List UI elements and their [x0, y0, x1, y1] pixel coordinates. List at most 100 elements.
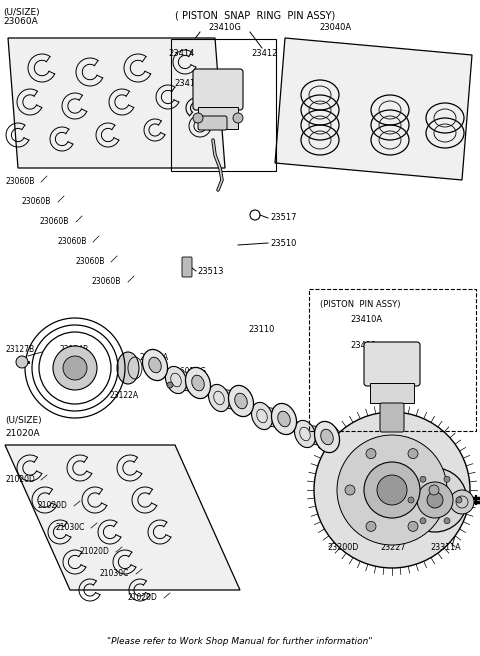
- Circle shape: [345, 485, 355, 495]
- Text: 23127B: 23127B: [5, 346, 34, 354]
- Polygon shape: [256, 406, 290, 429]
- Text: 23121A: 23121A: [140, 352, 169, 361]
- Text: 23060B: 23060B: [40, 218, 70, 226]
- Circle shape: [408, 449, 418, 459]
- Text: 21121A: 21121A: [350, 424, 382, 432]
- Polygon shape: [235, 391, 268, 426]
- Circle shape: [429, 485, 439, 495]
- Circle shape: [420, 518, 426, 523]
- FancyBboxPatch shape: [380, 403, 404, 432]
- Ellipse shape: [149, 358, 161, 373]
- Text: (U/SIZE): (U/SIZE): [3, 7, 40, 16]
- FancyBboxPatch shape: [193, 69, 243, 110]
- FancyBboxPatch shape: [364, 342, 420, 386]
- Text: 21020A: 21020A: [5, 428, 40, 438]
- Ellipse shape: [185, 367, 211, 399]
- Ellipse shape: [143, 350, 168, 380]
- Ellipse shape: [228, 386, 253, 417]
- Text: 21020D: 21020D: [5, 476, 35, 485]
- Text: 23227: 23227: [380, 544, 406, 552]
- Polygon shape: [5, 445, 240, 590]
- FancyBboxPatch shape: [370, 383, 414, 403]
- Ellipse shape: [314, 421, 339, 453]
- Text: 23517: 23517: [270, 213, 297, 222]
- Polygon shape: [278, 409, 311, 444]
- Circle shape: [408, 497, 414, 503]
- Polygon shape: [213, 388, 247, 411]
- Circle shape: [337, 435, 447, 545]
- Polygon shape: [8, 38, 225, 168]
- Circle shape: [456, 497, 462, 503]
- Text: 23060B: 23060B: [75, 258, 104, 266]
- Circle shape: [314, 412, 470, 568]
- Circle shape: [193, 113, 203, 123]
- Text: 23060A: 23060A: [3, 18, 38, 26]
- Circle shape: [16, 356, 28, 368]
- Polygon shape: [275, 38, 472, 180]
- Text: 23412: 23412: [350, 340, 376, 350]
- Circle shape: [450, 490, 474, 514]
- Text: 23414: 23414: [175, 79, 201, 87]
- Ellipse shape: [192, 375, 204, 391]
- Circle shape: [366, 522, 376, 531]
- Text: 21030C: 21030C: [100, 569, 130, 579]
- Text: 23060B: 23060B: [57, 237, 86, 247]
- Circle shape: [364, 462, 420, 518]
- Polygon shape: [299, 424, 333, 447]
- Text: 23110: 23110: [248, 325, 275, 335]
- FancyBboxPatch shape: [198, 107, 238, 129]
- Text: 23226B: 23226B: [360, 523, 391, 533]
- Circle shape: [408, 522, 418, 531]
- Text: 23410G: 23410G: [209, 22, 241, 31]
- Ellipse shape: [294, 420, 315, 447]
- Text: 23510: 23510: [270, 239, 296, 247]
- Text: 23311A: 23311A: [430, 544, 461, 552]
- Text: 23125: 23125: [175, 380, 199, 390]
- Text: "Please refer to Work Shop Manual for further information": "Please refer to Work Shop Manual for fu…: [107, 638, 373, 647]
- Text: 1601DG: 1601DG: [175, 367, 206, 377]
- Text: 23410A: 23410A: [350, 316, 382, 325]
- Text: 23414: 23414: [169, 49, 195, 58]
- Circle shape: [167, 382, 173, 388]
- Text: 23060B: 23060B: [92, 277, 121, 287]
- Text: (U/SIZE): (U/SIZE): [5, 415, 42, 424]
- Text: 23060B: 23060B: [22, 197, 51, 207]
- FancyBboxPatch shape: [198, 116, 227, 130]
- Circle shape: [444, 518, 450, 523]
- Ellipse shape: [321, 429, 333, 445]
- Ellipse shape: [252, 402, 273, 430]
- Circle shape: [403, 468, 467, 532]
- Ellipse shape: [278, 411, 290, 427]
- Circle shape: [366, 449, 376, 459]
- Text: 23124B: 23124B: [60, 346, 89, 354]
- Ellipse shape: [166, 367, 187, 394]
- Text: 23040A: 23040A: [319, 22, 351, 31]
- Polygon shape: [149, 355, 182, 390]
- Polygon shape: [192, 373, 225, 408]
- Text: 23200D: 23200D: [327, 544, 359, 552]
- Ellipse shape: [272, 403, 297, 434]
- Circle shape: [63, 356, 87, 380]
- Circle shape: [420, 476, 426, 482]
- Text: 21020D: 21020D: [80, 548, 110, 556]
- Text: 21020D: 21020D: [128, 594, 158, 602]
- Text: 23513: 23513: [197, 268, 224, 276]
- Circle shape: [444, 476, 450, 482]
- Ellipse shape: [208, 384, 229, 411]
- Text: 23060B: 23060B: [5, 178, 35, 186]
- Text: 23412: 23412: [252, 49, 278, 58]
- Text: ( PISTON  SNAP  RING  PIN ASSY): ( PISTON SNAP RING PIN ASSY): [175, 10, 335, 20]
- Polygon shape: [170, 370, 204, 393]
- Ellipse shape: [235, 393, 247, 409]
- Circle shape: [53, 346, 97, 390]
- Circle shape: [417, 482, 453, 518]
- Circle shape: [377, 475, 407, 505]
- Text: 21020D: 21020D: [38, 501, 68, 510]
- Text: 21030C: 21030C: [55, 523, 84, 533]
- Text: 23122A: 23122A: [110, 390, 139, 400]
- FancyBboxPatch shape: [182, 257, 192, 277]
- Ellipse shape: [117, 352, 139, 384]
- Circle shape: [427, 492, 443, 508]
- Text: (PISTON  PIN ASSY): (PISTON PIN ASSY): [320, 300, 400, 310]
- Circle shape: [233, 113, 243, 123]
